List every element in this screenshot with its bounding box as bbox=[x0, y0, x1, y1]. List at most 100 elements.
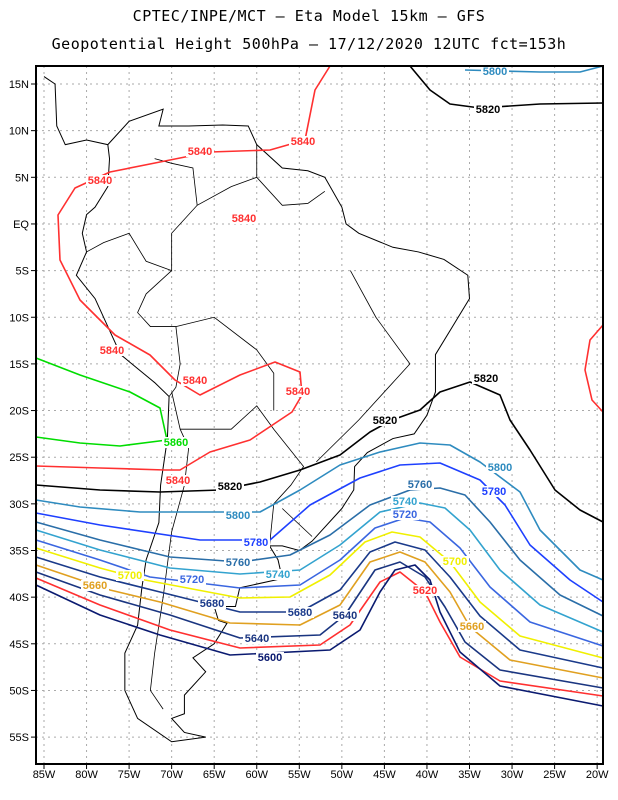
contour-label: 5860 bbox=[164, 437, 188, 449]
contour-5620 bbox=[35, 571, 604, 697]
lat-tick-label: 15S bbox=[9, 359, 29, 371]
label-background bbox=[289, 136, 317, 147]
graticule bbox=[36, 66, 603, 764]
label-background bbox=[486, 462, 514, 473]
plot-frame bbox=[35, 65, 604, 765]
contour-label: 5600 bbox=[258, 652, 282, 664]
contour-labels: 5800 5820 5840 5840 5840 5840 5840 5840 5840 5820… bbox=[81, 66, 514, 664]
lat-tick-label: 5N bbox=[15, 172, 29, 184]
label-background bbox=[474, 104, 502, 115]
label-background bbox=[391, 496, 419, 507]
lon-tick-label: 85W bbox=[33, 769, 56, 781]
lat-tick-label: 15N bbox=[9, 79, 29, 91]
label-background bbox=[243, 633, 271, 644]
lat-tick-label: 25S bbox=[9, 452, 29, 464]
contour-label: 5680 bbox=[288, 607, 312, 619]
label-background bbox=[441, 556, 469, 567]
contour-label: 5820 bbox=[373, 415, 397, 427]
label-background bbox=[411, 585, 439, 596]
label-background bbox=[162, 437, 190, 448]
label-background bbox=[458, 621, 486, 632]
contour-label: 5820 bbox=[476, 104, 500, 116]
contour-label: 5720 bbox=[180, 574, 204, 586]
contour-label: 5800 bbox=[488, 462, 512, 474]
contour-label: 5840 bbox=[291, 136, 315, 148]
lon-tick-label: 65W bbox=[203, 769, 226, 781]
lat-tick-label: 20S bbox=[9, 406, 29, 418]
lon-tick-label: 60W bbox=[245, 769, 268, 781]
contour-5680 bbox=[35, 541, 604, 669]
label-background bbox=[116, 570, 144, 581]
country-border bbox=[154, 158, 198, 206]
contour-label: 5740 bbox=[393, 496, 417, 508]
country-border bbox=[86, 232, 172, 271]
label-background bbox=[230, 213, 258, 224]
label-background bbox=[472, 373, 500, 384]
chart-title: CPTEC/INPE/MCT – Eta Model 15km – GFS bbox=[132, 7, 486, 25]
contour-5820 bbox=[35, 381, 604, 523]
contour-5600 bbox=[35, 564, 604, 707]
lat-tick-label: 10S bbox=[9, 312, 29, 324]
country-border bbox=[171, 144, 258, 271]
axis-labels: 85W 80W 75W 70W 65W 60W 55W 50W 45W 40W 35W 30W 25W 2… bbox=[9, 79, 609, 781]
contour-label: 5780 bbox=[482, 486, 506, 498]
contour-5820 bbox=[409, 65, 604, 109]
contour-label: 5620 bbox=[413, 585, 437, 597]
lon-tick-label: 80W bbox=[75, 769, 98, 781]
contour-5800 bbox=[35, 442, 604, 581]
contour-5780 bbox=[35, 462, 604, 603]
contour-label: 5800 bbox=[483, 66, 507, 78]
lon-tick-label: 20W bbox=[586, 769, 609, 781]
contour-label: 5640 bbox=[333, 610, 357, 622]
label-background bbox=[406, 479, 434, 490]
contour-5700 bbox=[35, 531, 604, 659]
label-background bbox=[242, 537, 270, 548]
lat-tick-label: 45S bbox=[9, 639, 29, 651]
label-background bbox=[98, 345, 126, 356]
label-background bbox=[164, 475, 192, 486]
contour-label: 5640 bbox=[245, 633, 269, 645]
contour-label: 5740 bbox=[266, 569, 290, 581]
contour-label: 5840 bbox=[183, 375, 207, 387]
contour-5840 bbox=[35, 65, 331, 471]
contour-label: 5800 bbox=[226, 510, 250, 522]
country-border bbox=[137, 270, 181, 397]
label-background bbox=[198, 598, 226, 609]
contour-label: 5820 bbox=[218, 481, 242, 493]
lat-tick-label: 50S bbox=[9, 685, 29, 697]
label-background bbox=[371, 415, 399, 426]
label-background bbox=[264, 569, 292, 580]
country-border bbox=[282, 508, 313, 537]
label-background bbox=[480, 486, 508, 497]
lon-tick-label: 30W bbox=[501, 769, 524, 781]
lat-tick-label: 40S bbox=[9, 592, 29, 604]
label-background bbox=[178, 574, 206, 585]
label-background bbox=[256, 652, 284, 663]
lat-tick-label: EQ bbox=[13, 219, 29, 231]
contour-label: 5840 bbox=[286, 386, 310, 398]
country-border bbox=[175, 316, 275, 411]
label-background bbox=[86, 175, 114, 186]
contour-label: 5760 bbox=[226, 557, 250, 569]
contour-label: 5840 bbox=[166, 475, 190, 487]
contour-label: 5700 bbox=[118, 570, 142, 582]
contour-label: 5840 bbox=[188, 146, 212, 158]
lon-tick-label: 40W bbox=[416, 769, 439, 781]
label-background bbox=[216, 481, 244, 492]
label-background bbox=[186, 146, 214, 157]
lat-tick-label: 5S bbox=[16, 266, 29, 278]
country-border bbox=[149, 391, 190, 710]
label-background bbox=[284, 386, 312, 397]
label-background bbox=[331, 610, 359, 621]
lat-tick-label: 35S bbox=[9, 546, 29, 558]
chart-subtitle: Geopotential Height 500hPa – 17/12/2020 … bbox=[51, 35, 567, 53]
contour-label: 5760 bbox=[408, 479, 432, 491]
contour-label: 5660 bbox=[83, 580, 107, 592]
contour-5720 bbox=[35, 517, 604, 647]
label-background bbox=[391, 509, 419, 520]
contour-5640 bbox=[35, 561, 604, 689]
contour-label: 5700 bbox=[443, 556, 467, 568]
label-background bbox=[224, 510, 252, 521]
country-border bbox=[180, 405, 305, 546]
contour-5840 bbox=[584, 324, 604, 413]
